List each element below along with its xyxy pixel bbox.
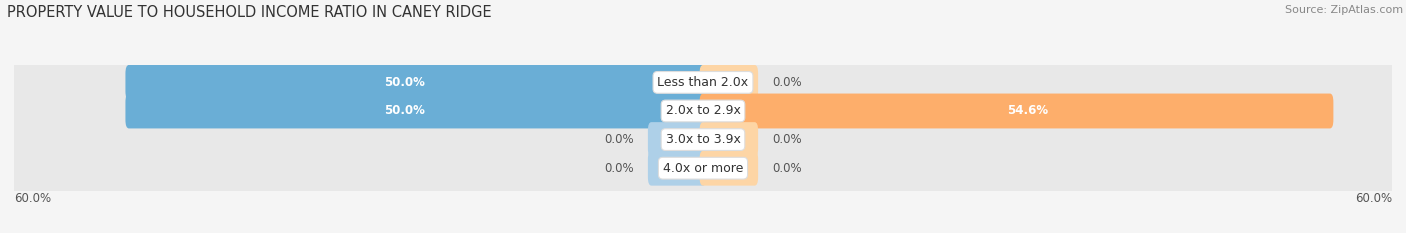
- Text: 50.0%: 50.0%: [384, 104, 425, 117]
- Text: 54.6%: 54.6%: [1007, 104, 1049, 117]
- Text: PROPERTY VALUE TO HOUSEHOLD INCOME RATIO IN CANEY RIDGE: PROPERTY VALUE TO HOUSEHOLD INCOME RATIO…: [7, 5, 492, 20]
- Text: 3.0x to 3.9x: 3.0x to 3.9x: [665, 133, 741, 146]
- Text: 4.0x or more: 4.0x or more: [662, 162, 744, 175]
- FancyBboxPatch shape: [700, 122, 758, 157]
- FancyBboxPatch shape: [10, 139, 1396, 197]
- Text: 0.0%: 0.0%: [772, 162, 801, 175]
- Text: 50.0%: 50.0%: [384, 76, 425, 89]
- FancyBboxPatch shape: [125, 94, 706, 128]
- FancyBboxPatch shape: [648, 122, 706, 157]
- Text: 2.0x to 2.9x: 2.0x to 2.9x: [665, 104, 741, 117]
- Text: 0.0%: 0.0%: [772, 133, 801, 146]
- FancyBboxPatch shape: [10, 82, 1396, 140]
- Text: 0.0%: 0.0%: [772, 76, 801, 89]
- Text: 60.0%: 60.0%: [1355, 192, 1392, 206]
- Text: 0.0%: 0.0%: [605, 162, 634, 175]
- Text: Less than 2.0x: Less than 2.0x: [658, 76, 748, 89]
- Text: Source: ZipAtlas.com: Source: ZipAtlas.com: [1285, 5, 1403, 15]
- FancyBboxPatch shape: [700, 94, 1333, 128]
- Text: 0.0%: 0.0%: [605, 133, 634, 146]
- FancyBboxPatch shape: [125, 65, 706, 100]
- FancyBboxPatch shape: [700, 65, 758, 100]
- FancyBboxPatch shape: [648, 151, 706, 186]
- FancyBboxPatch shape: [10, 53, 1396, 112]
- FancyBboxPatch shape: [10, 110, 1396, 169]
- FancyBboxPatch shape: [700, 151, 758, 186]
- Text: 60.0%: 60.0%: [14, 192, 51, 206]
